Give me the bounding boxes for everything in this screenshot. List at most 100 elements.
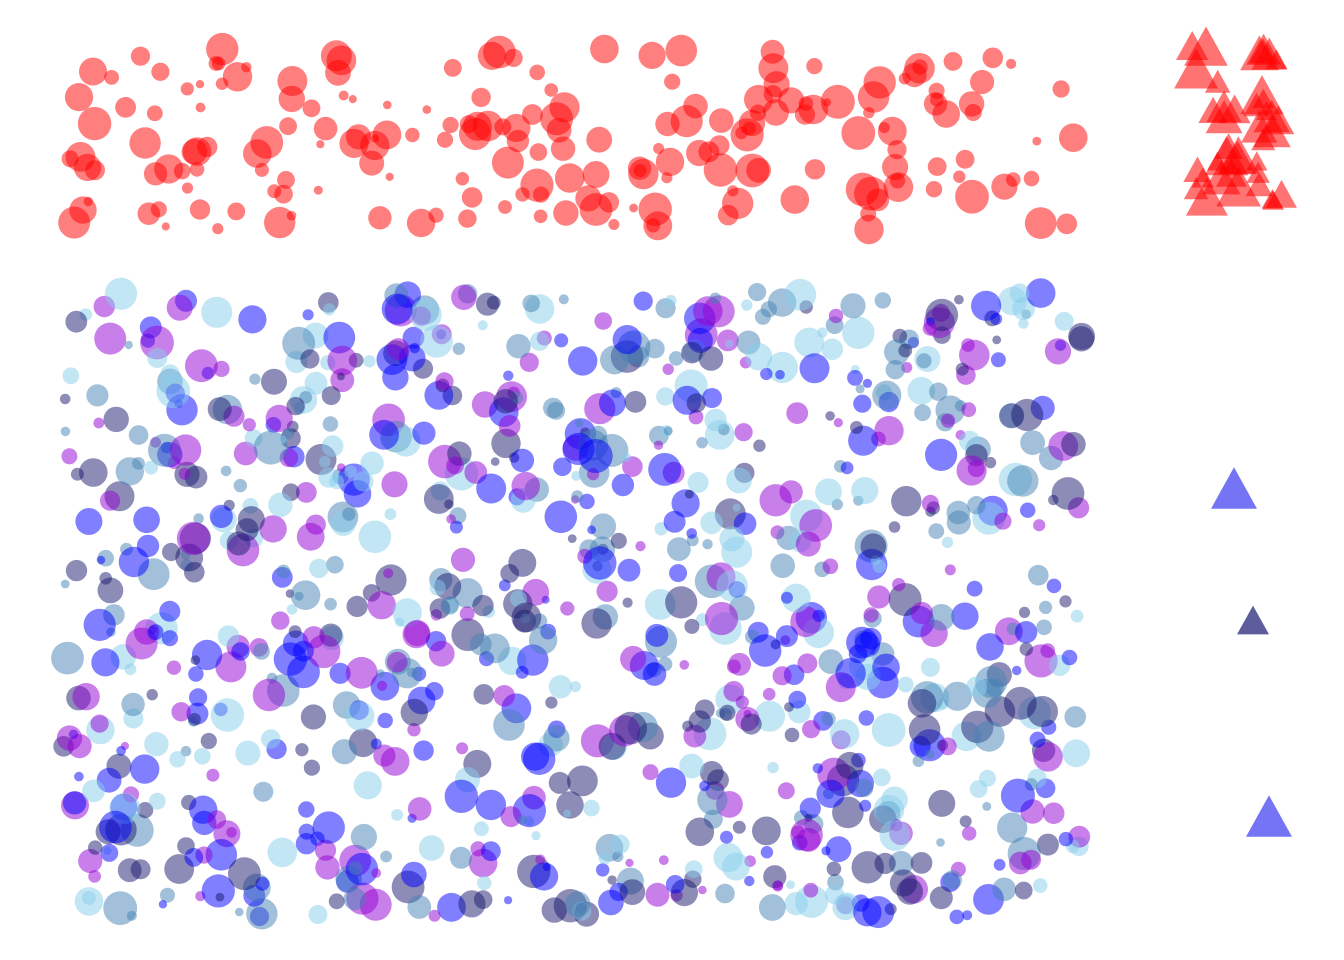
field-circle-marker — [635, 541, 646, 552]
red-circle-marker — [746, 157, 771, 183]
field-circle-marker — [104, 277, 138, 310]
field-circle-marker — [328, 893, 345, 910]
field-circle-marker — [781, 583, 811, 613]
red-circle-marker — [502, 113, 531, 143]
field-circle-marker — [645, 623, 669, 647]
red-circle-marker — [735, 126, 748, 140]
red-circle-marker — [180, 82, 194, 96]
field-circle-marker — [799, 353, 830, 384]
field-circle-marker — [1029, 731, 1046, 748]
field-circle-marker — [665, 294, 677, 307]
field-circle-marker — [962, 826, 977, 841]
field-circle-marker — [665, 875, 685, 894]
field-circle-marker — [897, 676, 914, 693]
field-circle-marker — [158, 900, 168, 909]
field-circle-marker — [696, 437, 708, 449]
red-circle-marker — [458, 209, 477, 228]
field-circle-marker — [97, 577, 124, 604]
field-circle-marker — [898, 343, 913, 358]
field-circle-marker — [148, 792, 166, 810]
field-circle-marker — [912, 755, 925, 767]
field-circle-marker — [147, 347, 168, 368]
field-circle-marker — [896, 878, 923, 905]
field-circle-marker — [160, 887, 175, 903]
field-circle-marker — [413, 740, 434, 761]
field-circle-marker — [226, 531, 251, 556]
red-circle-marker — [709, 108, 734, 133]
red-circle-marker — [727, 185, 739, 197]
field-circle-marker — [474, 821, 489, 837]
red-circle-marker — [925, 181, 943, 198]
field-circle-marker — [824, 885, 845, 905]
field-circle-marker — [267, 837, 298, 868]
red-circle-marker — [638, 41, 666, 69]
red-circle-marker — [529, 143, 548, 161]
red-circle-marker — [655, 111, 680, 137]
field-circle-marker — [444, 779, 478, 813]
field-circle-marker — [665, 586, 698, 619]
field-circle-marker — [189, 688, 208, 707]
field-circle-marker — [60, 579, 70, 589]
field-circle-marker — [400, 698, 428, 727]
field-circle-marker — [791, 825, 805, 840]
red-circle-marker — [533, 209, 548, 224]
field-circle-marker — [767, 761, 779, 774]
red-circle-marker — [661, 172, 673, 184]
field-circle-marker — [610, 834, 630, 854]
field-circle-marker — [115, 457, 144, 486]
red-triangle-marker — [1174, 48, 1219, 89]
field-circle-marker — [816, 779, 845, 808]
red-circle-marker — [422, 105, 432, 114]
field-circle-marker — [679, 660, 690, 670]
field-circle-marker — [407, 723, 421, 737]
field-circle-marker — [188, 666, 204, 682]
red-circle-marker — [532, 186, 550, 203]
field-circle-marker — [1058, 831, 1074, 847]
field-circle-marker — [295, 743, 309, 757]
red-circle-marker — [181, 182, 194, 194]
field-circle-marker — [992, 877, 1016, 902]
red-circle-marker — [550, 136, 576, 161]
field-circle-marker — [821, 338, 844, 361]
field-circle-marker — [752, 816, 781, 846]
field-circle-marker — [598, 851, 612, 865]
field-circle-marker — [1042, 802, 1065, 824]
field-circle-marker — [1020, 430, 1045, 455]
field-circle-marker — [90, 714, 109, 733]
red-circle-marker — [529, 64, 545, 81]
red-circle-marker — [146, 105, 163, 122]
field-circle-marker — [220, 465, 232, 477]
field-circle-marker — [261, 368, 287, 395]
field-circle-marker — [648, 452, 682, 486]
field-circle-marker — [994, 512, 1012, 530]
field-circle-marker — [1025, 278, 1056, 308]
field-circle-marker — [859, 799, 872, 812]
field-circle-marker — [929, 382, 948, 401]
red-circle-marker — [927, 157, 947, 177]
field-circle-marker — [622, 597, 633, 608]
field-circle-marker — [302, 309, 314, 321]
field-circle-marker — [350, 823, 377, 851]
field-circle-marker — [568, 346, 598, 376]
red-circle-marker — [443, 59, 462, 77]
field-circle-marker — [971, 290, 1002, 321]
field-circle-marker — [922, 321, 937, 336]
field-circle-marker — [728, 652, 751, 676]
field-circle-marker — [966, 580, 983, 597]
field-circle-marker — [286, 396, 305, 416]
red-circle-marker — [902, 62, 927, 88]
red-circle-marker — [683, 93, 708, 119]
field-circle-marker — [753, 439, 766, 452]
field-circle-marker — [976, 633, 1004, 661]
field-circle-marker — [380, 850, 392, 863]
red-circle-marker — [316, 140, 325, 149]
field-circle-marker — [619, 879, 646, 905]
field-circle-marker — [429, 579, 446, 596]
field-circle-marker — [473, 684, 495, 705]
field-circle-marker — [402, 326, 425, 349]
field-circle-marker — [531, 831, 541, 841]
field-circle-marker — [999, 403, 1024, 429]
field-circle-marker — [760, 367, 773, 381]
field-circle-marker — [633, 291, 653, 311]
red-circle-marker — [383, 100, 392, 110]
